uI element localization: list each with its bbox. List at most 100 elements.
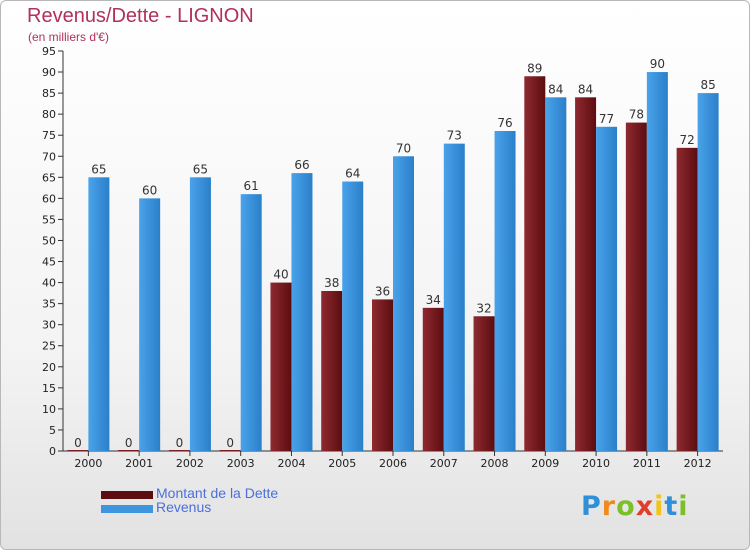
bar: [67, 450, 89, 451]
bar-value-label: 84: [578, 82, 593, 96]
bar: [139, 198, 161, 451]
x-tick-label: 2010: [582, 457, 610, 470]
bar: [168, 450, 190, 451]
bar-value-label: 40: [273, 268, 288, 282]
bar-series: [67, 72, 719, 452]
data-labels: 0 0 0 0 40 38 36 34 32 89 84 78 72 65 60 65 61 66 64 70 73 76…: [74, 57, 716, 450]
bar-value-label: 65: [91, 162, 106, 176]
logo-letter: P: [581, 491, 602, 522]
x-tick-label: 2009: [531, 457, 559, 470]
bar-value-label: 0: [74, 436, 82, 450]
y-tick-label: 85: [42, 87, 56, 100]
x-tick-label: 2006: [379, 457, 407, 470]
bar: [342, 181, 364, 452]
y-tick-label: 55: [42, 213, 56, 226]
y-tick-label: 80: [42, 108, 56, 121]
y-tick-label: 95: [42, 45, 56, 58]
bar-value-label: 77: [599, 112, 614, 126]
bar: [393, 156, 414, 451]
bar: [422, 307, 444, 451]
bar: [118, 450, 140, 451]
bar-value-label: 60: [142, 183, 157, 197]
bar: [291, 173, 313, 451]
bar: [596, 126, 618, 451]
y-tick-label: 30: [42, 319, 56, 332]
bar: [88, 177, 110, 451]
logo-letter: i: [654, 491, 665, 522]
bar-value-label: 76: [497, 116, 512, 130]
y-tick-label: 25: [42, 340, 56, 353]
y-axis: 0 5 10 15 20 25 30 35 40 45 50 55 60 65 70 75 80 85 90 95: [42, 45, 64, 458]
logo-letter: i: [678, 491, 689, 522]
bar-value-label: 38: [324, 276, 339, 290]
x-axis: 2000 2001 2002 2003 2004 2005 2006 2007 2008 2009…: [63, 450, 723, 470]
bar-value-label: 64: [345, 167, 360, 181]
y-tick-label: 20: [42, 361, 56, 374]
bar-value-label: 65: [193, 162, 208, 176]
bar-value-label: 70: [396, 141, 411, 155]
bar: [625, 122, 647, 451]
bar-value-label: 0: [226, 436, 234, 450]
bar: [524, 76, 546, 452]
bar: [473, 316, 495, 451]
bar-value-label: 72: [679, 133, 694, 147]
x-tick-label: 2004: [277, 457, 305, 470]
y-tick-label: 75: [42, 129, 56, 142]
bar: [646, 72, 668, 451]
bar-value-label: 0: [125, 436, 133, 450]
x-tick-label: 2011: [633, 457, 661, 470]
bar-value-label: 36: [375, 284, 390, 298]
y-tick-label: 10: [42, 403, 56, 416]
bar: [270, 282, 292, 451]
x-tick-label: 2002: [176, 457, 204, 470]
bar: [219, 450, 241, 451]
proxiti-logo: Proxiti: [581, 491, 689, 522]
y-tick-label: 60: [42, 192, 56, 205]
y-tick-label: 5: [49, 424, 56, 437]
legend-label-dette: Montant de la Dette: [156, 485, 279, 501]
bar-value-label: 89: [527, 61, 542, 75]
x-tick-label: 2007: [430, 457, 458, 470]
bar: [494, 131, 516, 451]
y-tick-label: 0: [49, 445, 56, 458]
bar-value-label: 0: [176, 436, 184, 450]
x-tick-label: 2008: [481, 457, 509, 470]
x-tick-label: 2005: [328, 457, 356, 470]
bar: [697, 93, 719, 452]
bar: [545, 97, 567, 451]
bar-value-label: 61: [244, 179, 259, 193]
bar: [443, 143, 465, 451]
y-tick-label: 15: [42, 382, 56, 395]
chart-subtitle: (en milliers d'€): [28, 30, 109, 44]
y-tick-label: 65: [42, 171, 56, 184]
bar: [189, 177, 211, 451]
logo-letter: r: [601, 491, 617, 522]
y-tick-label: 35: [42, 298, 56, 311]
y-tick-label: 40: [42, 277, 56, 290]
bar-value-label: 34: [426, 293, 441, 307]
bar-value-label: 32: [476, 301, 491, 315]
bar-value-label: 85: [700, 78, 715, 92]
logo-letter: t: [664, 491, 679, 522]
y-tick-label: 90: [42, 66, 56, 79]
chart-title: Revenus/Dette - LIGNON: [27, 5, 254, 27]
bar: [240, 194, 262, 451]
bar: [575, 97, 597, 451]
bar: [372, 299, 393, 451]
y-tick-label: 50: [42, 234, 56, 247]
x-tick-label: 2001: [125, 457, 153, 470]
x-tick-label: 2000: [74, 457, 102, 470]
y-tick-label: 45: [42, 256, 56, 269]
y-tick-label: 70: [42, 150, 56, 163]
bar: [676, 147, 698, 451]
logo-letter: o: [616, 491, 636, 522]
bar-value-label: 84: [548, 82, 563, 96]
bar-value-label: 90: [650, 57, 665, 71]
bar-value-label: 73: [447, 129, 462, 143]
x-tick-label: 2003: [227, 457, 255, 470]
legend-label-revenus: Revenus: [156, 499, 212, 515]
logo-letter: x: [635, 491, 655, 522]
bar: [321, 291, 343, 451]
